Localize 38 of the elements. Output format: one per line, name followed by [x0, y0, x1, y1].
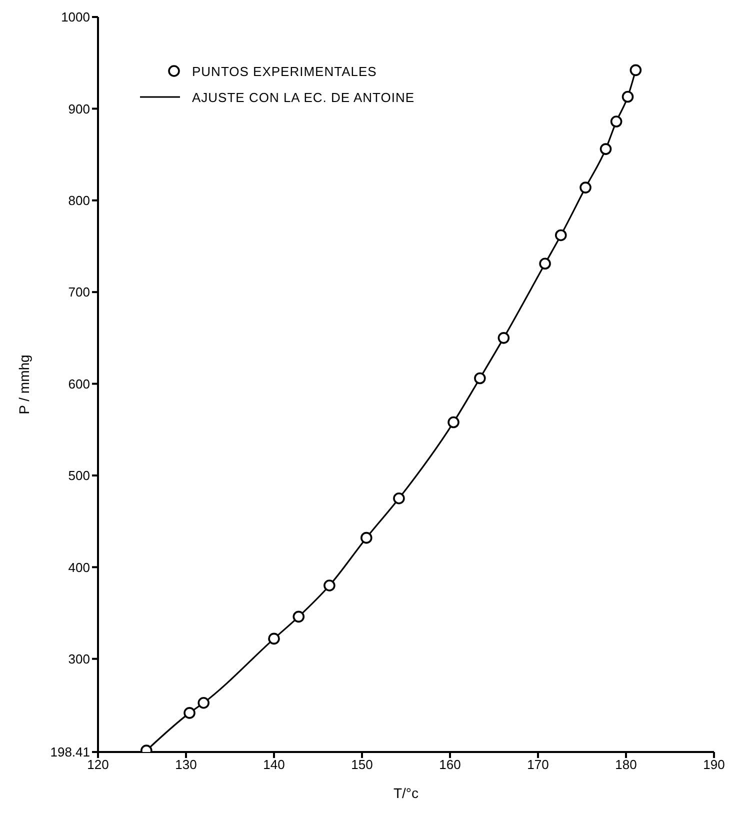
point — [448, 416, 460, 428]
point — [184, 707, 196, 719]
y-tick-label: 800 — [68, 193, 90, 208]
x-axis-title: T/°c — [393, 785, 419, 801]
point — [580, 182, 592, 194]
point — [554, 229, 567, 242]
point — [268, 632, 280, 645]
point — [622, 90, 634, 103]
point — [600, 143, 612, 155]
x-tick-label: 180 — [615, 757, 637, 772]
point — [292, 610, 305, 623]
point — [474, 372, 486, 384]
point — [498, 332, 510, 344]
point — [610, 116, 622, 128]
x-tick-label: 120 — [87, 757, 109, 772]
x-tick-label: 190 — [703, 757, 725, 772]
y-tick-label: 300 — [68, 651, 90, 666]
point — [393, 492, 405, 504]
y-tick-label: 400 — [68, 560, 90, 575]
point — [630, 64, 642, 76]
point — [198, 696, 210, 709]
y-tick-label: 198.41 — [50, 744, 90, 760]
y-tick-label: 1000 — [61, 10, 90, 25]
y-tick-label: 600 — [68, 376, 90, 392]
x-tick-label: 150 — [351, 757, 373, 772]
point — [539, 258, 551, 270]
point — [360, 532, 372, 544]
y-axis-title: P / mmhg — [16, 354, 32, 414]
y-tick-label: 500 — [68, 468, 90, 484]
x-tick-label: 140 — [263, 757, 285, 772]
y-tick-label: 900 — [68, 101, 90, 116]
x-tick-label: 130 — [175, 757, 197, 772]
legend-label: AJUSTE CON LA EC. DE ANTOINE — [192, 90, 415, 104]
x-tick-label: 160 — [439, 757, 461, 772]
x-tick-label: 170 — [527, 757, 549, 772]
point — [324, 580, 336, 592]
y-tick-label: 700 — [68, 284, 90, 300]
legend-label: PUNTOS EXPERIMENTALES — [192, 64, 377, 78]
